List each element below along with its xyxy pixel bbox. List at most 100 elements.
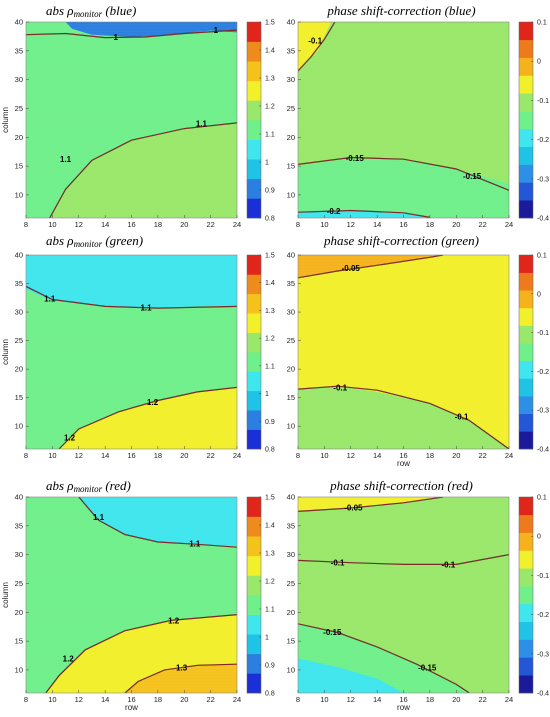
contour-label: 1.1 <box>140 303 152 312</box>
title-subscript: monitor <box>74 239 103 249</box>
heatmap-region-2 <box>298 22 331 71</box>
contour-label: -0.1 <box>455 412 469 421</box>
colorbar-segment <box>247 61 261 82</box>
colorbar-tick-label: 1.4 <box>265 48 275 55</box>
colorbar-tick-label: 1.1 <box>265 607 275 614</box>
colorbar-segment <box>247 371 261 392</box>
x-tick-label: 14 <box>101 220 109 229</box>
colorbar-segment <box>519 75 533 94</box>
colorbar-tick-label: 1 <box>265 391 269 398</box>
chart-panel-4: -0.05 -0.1 -0.1 8 10 12 14 16 18 20 22 24 10 15 20 25 30… <box>287 233 550 468</box>
colorbar-segment <box>247 80 261 101</box>
contour-label: 1.2 <box>168 616 180 625</box>
colorbar-segment <box>519 343 533 362</box>
contour-label: 1.1 <box>44 294 56 303</box>
colorbar-segment <box>247 536 261 557</box>
colorbar-tick-label: 0 <box>537 59 541 66</box>
colorbar-segment <box>519 182 533 201</box>
colorbar-tick-label: 0.1 <box>537 253 547 260</box>
colorbar-tick-label: 1.3 <box>265 76 275 83</box>
heatmap-region-2 <box>298 386 509 449</box>
x-tick-label: 22 <box>478 451 486 460</box>
chart-panel-5: 1.1 1.1 1.2 1.2 1.3 8 10 12 14 16 18 20 22 24 10 15 20 25… <box>1 478 275 712</box>
plot-area: 1.1 1.1 1 1 <box>26 22 237 218</box>
colorbar-segment <box>247 410 261 430</box>
colorbar-tick-label: 0.9 <box>265 188 275 195</box>
colorbar-segment <box>519 657 533 676</box>
x-tick-label: 18 <box>426 220 434 229</box>
heatmap-region-1 <box>26 22 237 218</box>
colorbar-segment <box>247 293 261 314</box>
colorbar-tick-label: -0.3 <box>537 408 549 415</box>
y-tick-label: 10 <box>287 190 295 199</box>
colorbar-segment <box>247 198 261 219</box>
x-tick-label: 8 <box>296 451 300 460</box>
x-tick-label: 8 <box>296 695 300 704</box>
contour-label: -0.1 <box>331 559 345 568</box>
y-tick-label: 35 <box>15 46 23 55</box>
x-tick-label: 10 <box>320 220 328 229</box>
colorbar-tick-label: 1.4 <box>265 523 275 530</box>
x-tick-label: 24 <box>505 220 513 229</box>
colorbar-tick-label: -0.4 <box>537 447 549 454</box>
plot-area: -0.05 -0.1 -0.1 <box>298 255 509 449</box>
contour-highlight-1 <box>49 122 237 218</box>
y-tick-label: 40 <box>15 493 23 502</box>
y-tick-label: 20 <box>15 608 23 617</box>
colorbar-segment <box>519 164 533 183</box>
colorbar-segment <box>519 550 533 569</box>
contour-label: -0.15 <box>418 664 437 673</box>
y-axis-label: column <box>1 107 10 133</box>
x-tick-label: 12 <box>75 451 83 460</box>
contour-label: -0.05 <box>342 264 361 273</box>
contour-highlight-2 <box>298 385 509 449</box>
contour-label: 1.2 <box>64 434 76 443</box>
x-tick-label: 20 <box>452 220 460 229</box>
x-tick-label: 14 <box>101 451 109 460</box>
contour-highlight-1 <box>298 497 444 512</box>
colorbar-segment <box>247 673 261 694</box>
y-tick-label: 30 <box>15 308 23 317</box>
chart-panel-3: 1.1 1.1 1.2 1.2 8 10 12 14 16 18 20 22 24 10 15 20 25 30 3… <box>1 233 275 460</box>
contour-label: 1.2 <box>63 654 75 663</box>
colorbar-segment <box>247 41 261 62</box>
colorbar-segment <box>247 255 261 275</box>
contour-label: -0.15 <box>346 154 365 163</box>
x-tick-label: 22 <box>206 451 214 460</box>
title-tail: (blue) <box>102 3 136 18</box>
y-tick-label: 30 <box>15 75 23 84</box>
title-main: phase shift-correction (green) <box>323 233 479 248</box>
x-axis-label: row <box>125 703 138 712</box>
colorbar-segment <box>247 332 261 353</box>
chart-title: phase shift-correction (blue) <box>326 3 475 18</box>
contour-label: -0.15 <box>463 172 482 181</box>
x-tick-label: 12 <box>347 695 355 704</box>
title-main: phase shift-correction (blue) <box>326 3 475 18</box>
colorbar-tick-label: 0.9 <box>265 419 275 426</box>
chart-title: abs ρmonitor (red) <box>46 478 131 494</box>
x-tick-label: 12 <box>347 451 355 460</box>
colorbar-tick-label: 1.2 <box>265 579 275 586</box>
y-tick-label: 40 <box>15 251 23 260</box>
contour-label: 1.3 <box>176 664 188 673</box>
x-tick-label: 16 <box>127 695 135 704</box>
y-tick-label: 30 <box>15 550 23 559</box>
y-tick-label: 20 <box>287 365 295 374</box>
x-tick-label: 14 <box>373 220 381 229</box>
colorbar-frame <box>246 21 262 219</box>
colorbar-segment <box>519 146 533 165</box>
colorbar-segment <box>519 200 533 219</box>
colorbar-tick-label: 1.1 <box>265 132 275 139</box>
colorbar-segment <box>519 111 533 130</box>
heatmap-region-1 <box>26 255 237 308</box>
contour-label: 1.1 <box>60 155 72 164</box>
colorbar: -0.4 -0.3 -0.2 -0.1 0 0.1 <box>518 253 549 454</box>
x-tick-label: 24 <box>505 695 513 704</box>
colorbar-segment <box>519 360 533 379</box>
colorbar-segment <box>247 274 261 295</box>
x-tick-label: 20 <box>452 451 460 460</box>
colorbar-tick-label: 0 <box>537 291 541 298</box>
colorbar-frame <box>246 254 262 450</box>
x-tick-label: 8 <box>24 695 28 704</box>
y-tick-label: 15 <box>15 162 23 171</box>
